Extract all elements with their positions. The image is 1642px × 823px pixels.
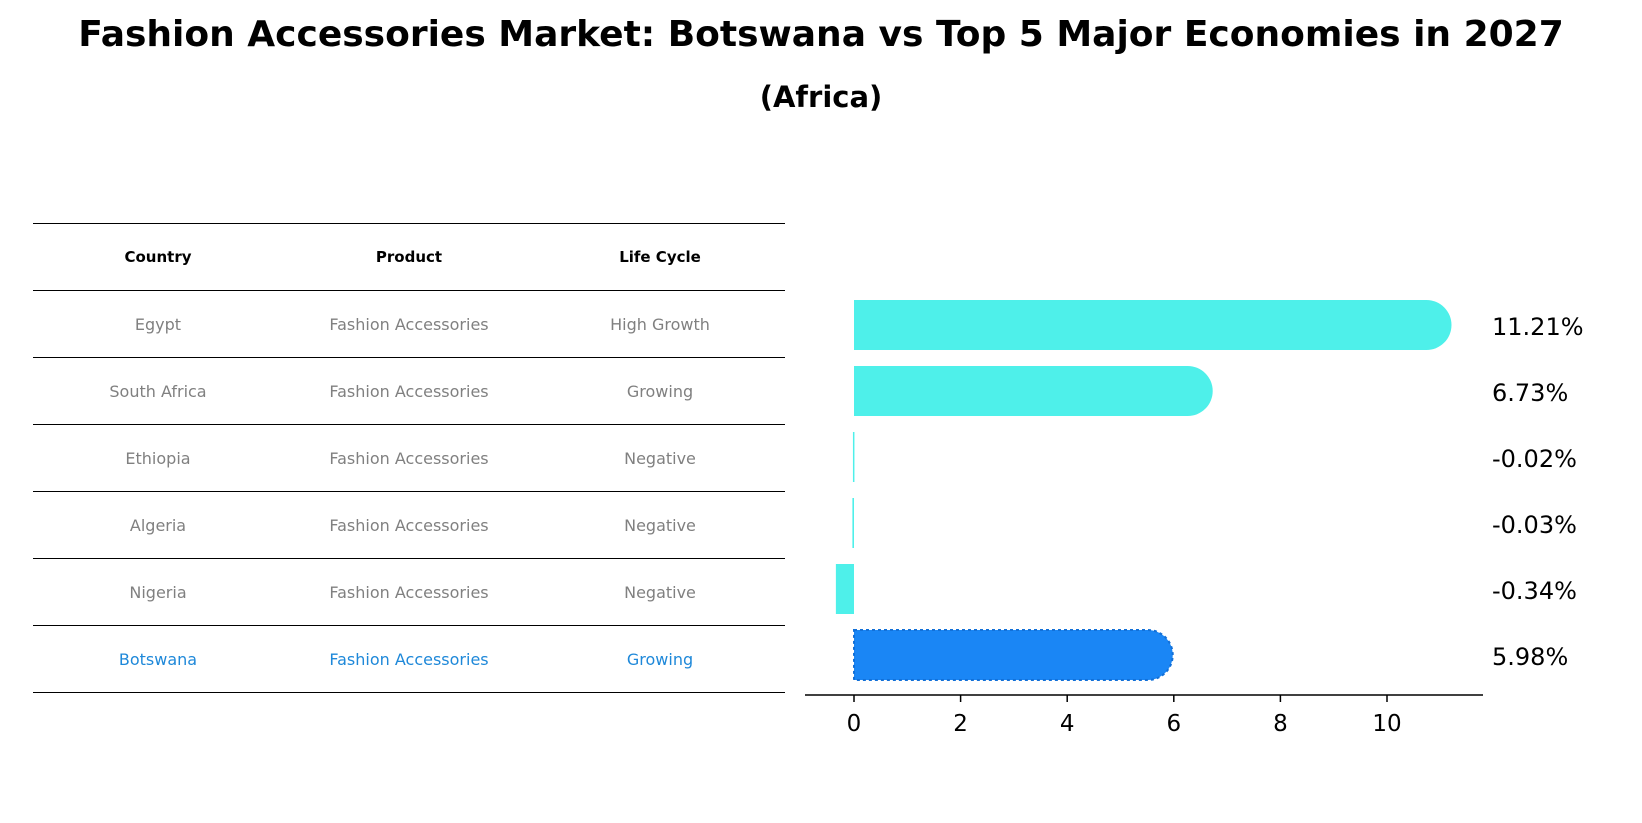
x-tick-label-6: 6	[1166, 711, 1181, 737]
bar-algeria	[852, 498, 854, 548]
cell-product: Fashion Accessories	[329, 314, 489, 334]
header-life-cycle: Life Cycle	[619, 248, 701, 266]
value-label-ethiopia: -0.02%	[1492, 445, 1577, 473]
cell-product: Fashion Accessories	[329, 515, 489, 535]
cell-product: Fashion Accessories	[329, 582, 489, 602]
cell-life-cycle: Growing	[626, 649, 694, 669]
table-header-row: Country Product Life Cycle	[33, 224, 785, 291]
cell-product: Fashion Accessories	[329, 381, 489, 401]
cell-life-cycle: Negative	[624, 515, 696, 535]
x-tick-label-0: 0	[847, 711, 862, 737]
bar-nigeria	[835, 564, 854, 614]
bar-south-africa	[854, 366, 1213, 416]
table-row: Algeria Fashion Accessories Negative	[33, 492, 785, 559]
x-tick-label-8: 8	[1273, 711, 1288, 737]
value-label-algeria: -0.03%	[1492, 511, 1577, 539]
cell-country: Egypt	[134, 314, 182, 334]
data-table: Country Product Life Cycle Egypt Fashion…	[33, 223, 785, 693]
bar-ethiopia	[852, 432, 855, 482]
cell-country: Algeria	[129, 515, 187, 535]
cell-country: Ethiopia	[125, 448, 191, 468]
cell-product: Fashion Accessories	[329, 448, 489, 468]
chart-subtitle: (Africa)	[759, 80, 883, 114]
header-product: Product	[375, 248, 443, 266]
x-tick-label-4: 4	[1060, 711, 1075, 737]
x-tick-label-10: 10	[1372, 711, 1401, 737]
value-label-south-africa: 6.73%	[1492, 379, 1568, 407]
value-label-nigeria: -0.34%	[1492, 577, 1577, 605]
cell-country: Nigeria	[129, 582, 187, 602]
cell-country: Botswana	[118, 649, 198, 669]
table-row: Nigeria Fashion Accessories Negative	[33, 559, 785, 626]
cell-country: South Africa	[109, 381, 207, 401]
table-row-highlight: Botswana Fashion Accessories Growing	[33, 626, 785, 693]
value-label-egypt: 11.21%	[1492, 313, 1584, 341]
cell-life-cycle: Negative	[624, 448, 696, 468]
bar-egypt	[854, 300, 1452, 350]
cell-product: Fashion Accessories	[329, 649, 489, 669]
table-row: South Africa Fashion Accessories Growing	[33, 358, 785, 425]
cell-life-cycle: Negative	[624, 582, 696, 602]
x-tick-label-2: 2	[953, 711, 968, 737]
cell-life-cycle: High Growth	[610, 314, 710, 334]
table-row: Egypt Fashion Accessories High Growth	[33, 291, 785, 358]
value-label-botswana: 5.98%	[1492, 643, 1568, 671]
bar-botswana	[853, 629, 1174, 681]
table-row: Ethiopia Fashion Accessories Negative	[33, 425, 785, 492]
header-country: Country	[124, 248, 192, 266]
cell-life-cycle: Growing	[626, 381, 694, 401]
chart-title: Fashion Accessories Market: Botswana vs …	[78, 14, 1564, 55]
